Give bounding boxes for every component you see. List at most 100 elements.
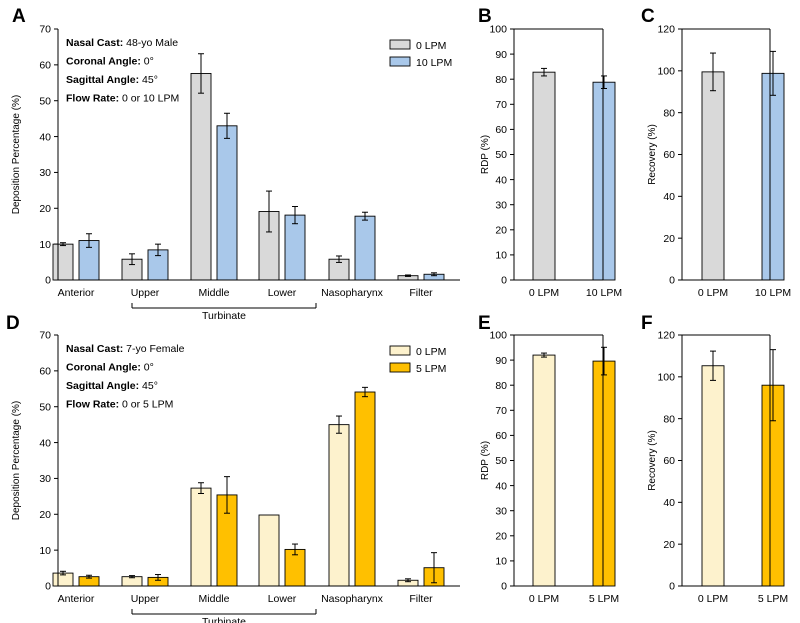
- y-tick-label: 30: [495, 199, 507, 211]
- x-tick-label: Filter: [409, 287, 433, 299]
- y-tick-label: 70: [39, 330, 51, 342]
- y-tick-label: 120: [657, 330, 675, 342]
- y-tick-label: 40: [663, 497, 675, 509]
- y-tick-label: 40: [663, 191, 675, 203]
- panel-e: E RDP (%) 0 10 20 30 40 50 60 70 80 90 100 0 LPM 5 LPM: [478, 313, 619, 605]
- y-tick-label: 40: [39, 437, 51, 449]
- y-tick-label: 50: [39, 401, 51, 413]
- annotation-line: Coronal Angle: 0°: [66, 362, 154, 374]
- y-tick-label: 20: [495, 225, 507, 237]
- x-tick-label: Middle: [199, 593, 230, 605]
- y-tick-label: 20: [663, 233, 675, 245]
- bar-0-lpm-lower: [258, 514, 280, 587]
- legend-swatch: [389, 362, 411, 373]
- y-tick-label: 70: [39, 24, 51, 36]
- y-tick-label: 10: [39, 239, 51, 251]
- annotation-label: Sagittal Angle:: [66, 380, 139, 392]
- annotation-line: Nasal Cast: 48-yo Male: [66, 37, 178, 49]
- x-tick-label: Nasopharynx: [321, 593, 384, 605]
- x-tick-label: 0 LPM: [529, 593, 559, 605]
- y-tick-label: 60: [663, 455, 675, 467]
- y-axis-label: RDP (%): [480, 135, 491, 174]
- y-tick-label: 20: [495, 531, 507, 543]
- legend-label: 0 LPM: [416, 346, 446, 358]
- y-tick-label: 10: [495, 250, 507, 262]
- y-tick-label: 0: [45, 581, 51, 593]
- legend-swatch: [389, 345, 411, 356]
- x-tick-label: Lower: [268, 287, 297, 299]
- panel-f: F Recovery (%) 0 20 40 60 80 100 120 0 LPM 5 LPM: [641, 313, 788, 605]
- legend-swatch: [389, 56, 411, 67]
- bar-0-lpm: [532, 354, 556, 587]
- annotation-value: 45°: [139, 380, 158, 392]
- panel-b: B RDP (%) 0 10 20 30 40 50 60 70 80 90 100 0 LPM 10 LP…: [478, 6, 622, 299]
- y-tick-label: 100: [657, 66, 675, 78]
- panel-letter: E: [478, 313, 491, 334]
- y-tick-label: 40: [39, 131, 51, 143]
- legend-swatch: [389, 39, 411, 50]
- y-tick-label: 100: [489, 24, 507, 36]
- panel-letter: B: [478, 6, 492, 27]
- y-tick-label: 30: [39, 167, 51, 179]
- annotation-value: 45°: [139, 74, 158, 86]
- y-tick-label: 100: [657, 372, 675, 384]
- x-tick-label: 5 LPM: [758, 593, 788, 605]
- annotation-label: Nasal Cast:: [66, 37, 123, 49]
- annotation-line: Coronal Angle: 0°: [66, 56, 154, 68]
- y-axis-label: RDP (%): [480, 441, 491, 480]
- y-axis-label: Recovery (%): [647, 124, 658, 185]
- legend-label: 0 LPM: [416, 40, 446, 52]
- x-tick-label: 0 LPM: [698, 287, 728, 299]
- y-tick-label: 50: [495, 455, 507, 467]
- x-tick-label: 5 LPM: [589, 593, 619, 605]
- y-tick-label: 0: [501, 581, 507, 593]
- y-tick-label: 20: [39, 203, 51, 215]
- y-tick-label: 20: [39, 509, 51, 521]
- y-tick-label: 0: [45, 275, 51, 287]
- annotation-value: 0 or 5 LPM: [119, 399, 173, 411]
- y-tick-label: 0: [669, 275, 675, 287]
- y-tick-label: 60: [39, 60, 51, 72]
- y-tick-label: 20: [663, 539, 675, 551]
- y-tick-label: 0: [501, 275, 507, 287]
- panel-letter: F: [641, 313, 653, 334]
- y-tick-label: 60: [495, 124, 507, 136]
- y-tick-label: 60: [39, 366, 51, 378]
- y-axis-label: Deposition Percentage (%): [11, 401, 22, 521]
- x-tick-label: Nasopharynx: [321, 287, 384, 299]
- annotation-value: 48-yo Male: [123, 37, 178, 49]
- x-tick-label: Lower: [268, 593, 297, 605]
- annotation-value: 0°: [141, 56, 154, 68]
- annotation-line: Flow Rate: 0 or 5 LPM: [66, 399, 173, 411]
- bar-5-lpm-nasopharynx: [354, 391, 376, 587]
- y-tick-label: 50: [39, 95, 51, 107]
- x-tick-label: Middle: [199, 287, 230, 299]
- y-tick-label: 90: [495, 49, 507, 61]
- panel-a: A Deposition Percentage (%) 0 10 20 30 40 50 60 7…: [11, 6, 460, 322]
- y-tick-label: 80: [495, 380, 507, 392]
- y-tick-label: 30: [39, 473, 51, 485]
- y-tick-label: 70: [495, 405, 507, 417]
- x-tick-label: Upper: [131, 593, 160, 605]
- y-tick-label: 40: [495, 480, 507, 492]
- annotation-value: 7-yo Female: [123, 343, 184, 355]
- annotation-line: Sagittal Angle: 45°: [66, 380, 158, 392]
- bar-10-lpm-nasopharynx: [354, 215, 376, 281]
- bar-10-lpm: [761, 72, 785, 281]
- y-axis-label: Deposition Percentage (%): [11, 95, 22, 215]
- x-tick-label: 0 LPM: [698, 593, 728, 605]
- y-tick-label: 80: [663, 107, 675, 119]
- bar-0-lpm-middle: [190, 73, 212, 281]
- annotation-line: Nasal Cast: 7-yo Female: [66, 343, 185, 355]
- y-tick-label: 60: [663, 149, 675, 161]
- annotation-label: Sagittal Angle:: [66, 74, 139, 86]
- x-tick-label: 0 LPM: [529, 287, 559, 299]
- bar-0-lpm: [701, 71, 725, 281]
- panel-letter: A: [12, 6, 26, 27]
- bar-0-lpm-nasopharynx: [328, 424, 350, 587]
- y-tick-label: 80: [663, 413, 675, 425]
- bar-0-lpm-anterior: [52, 243, 74, 281]
- turbinate-group-label: Turbinate: [202, 310, 246, 322]
- panel-letter: C: [641, 6, 655, 27]
- x-tick-label: Anterior: [58, 593, 95, 605]
